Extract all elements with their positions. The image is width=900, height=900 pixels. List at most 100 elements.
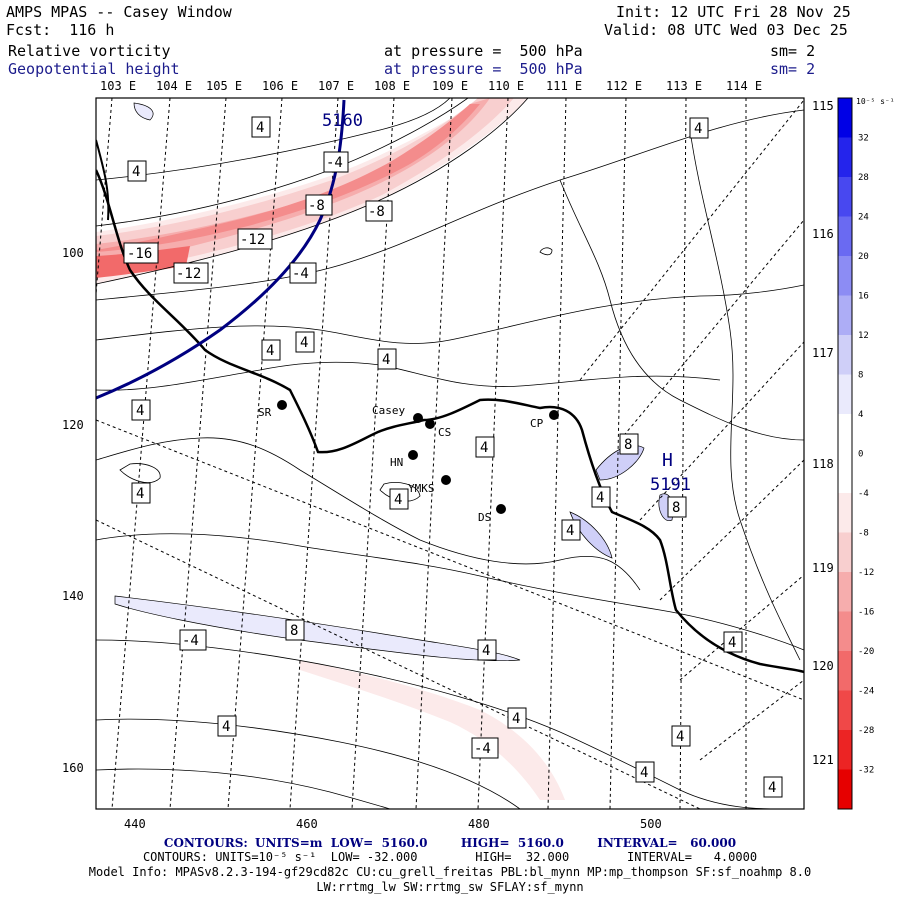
vort-label-box: 8 — [619, 433, 639, 455]
colorbar-tick: -24 — [858, 687, 874, 697]
vort-label-box: 4 — [475, 436, 495, 458]
x-tick: 440 — [124, 817, 146, 831]
svg-text:4: 4 — [728, 635, 736, 651]
svg-text:-8: -8 — [308, 198, 325, 214]
meridian-lines — [96, 98, 747, 809]
longitude-labels: 103 E 104 E 105 E 106 E 107 E 108 E 109 … — [100, 79, 762, 93]
svg-text:4: 4 — [640, 765, 648, 781]
x-tick: 500 — [640, 817, 662, 831]
colorbar: 10⁻⁵ s⁻¹ 32 28 24 20 16 12 8 4 0 -4 -8 -12 -16 -20 -24… — [837, 97, 895, 810]
colorbar-tick: 0 — [858, 450, 863, 460]
vort-label-box: -12 — [237, 228, 273, 250]
vort-label-box: 4 — [131, 482, 151, 504]
svg-text:4: 4 — [480, 440, 488, 456]
field1-smoothing: sm= 2 — [770, 42, 816, 60]
field2-smoothing: sm= 2 — [770, 60, 816, 78]
vort-label-box: 4 — [507, 707, 527, 729]
lon-label: 109 E — [432, 79, 468, 93]
svg-text:-8: -8 — [368, 204, 385, 220]
colorbar-swatch — [838, 256, 852, 296]
vorticity-shading-south — [300, 660, 565, 800]
colorbar-swatch — [838, 730, 852, 770]
colorbar-swatch — [838, 611, 852, 651]
station-label: YMKS — [408, 482, 435, 495]
station-label: SR — [258, 406, 272, 419]
vort-label-box: 4 — [251, 116, 271, 138]
colorbar-swatch — [838, 335, 852, 375]
colorbar-tick: -12 — [858, 568, 874, 578]
field1-name: Relative vorticity — [8, 42, 171, 60]
svg-text:4: 4 — [136, 486, 144, 502]
station-label: CP — [530, 417, 544, 430]
vort-label-box: 4 — [127, 160, 147, 182]
high-marker: H — [662, 450, 673, 471]
colorbar-swatch — [838, 414, 852, 454]
height-contour-label: 5160 — [322, 111, 363, 131]
vort-label-box: 8 — [667, 496, 687, 518]
stations: SR Casey CS HN YMKS DS CP — [258, 400, 559, 524]
colorbar-tick: 24 — [858, 213, 869, 223]
vort-label-box: 4 — [591, 486, 611, 508]
colorbar-swatch — [838, 690, 852, 730]
svg-text:4: 4 — [676, 729, 684, 745]
forecast-hour: Fcst: 116 h — [6, 21, 115, 39]
colorbar-tick: 32 — [858, 134, 869, 144]
svg-text:4: 4 — [132, 164, 140, 180]
lon-label: 106 E — [262, 79, 298, 93]
station-label: DS — [478, 511, 491, 524]
vort-label-box: 4 — [261, 339, 281, 361]
vort-label-box: 4 — [561, 519, 581, 541]
lon-label: 113 E — [666, 79, 702, 93]
vort-label-box: 4 — [377, 348, 397, 370]
footer-model-info: Model Info: MPASv8.2.3-194-gf29cd82c CU:… — [88, 865, 812, 879]
svg-text:4: 4 — [136, 403, 144, 419]
colorbar-swatch — [838, 493, 852, 533]
colorbar-tick: 20 — [858, 252, 869, 262]
colorbar-tick: 28 — [858, 173, 869, 183]
colorbar-tick: -4 — [858, 489, 869, 499]
parallel-lines — [96, 99, 804, 809]
station-marker — [408, 450, 418, 460]
vort-label-box: -4 — [471, 737, 499, 759]
footer-contours-label: CONTOURS: — [142, 850, 208, 864]
colorbar-swatch — [838, 216, 852, 256]
svg-text:8: 8 — [624, 437, 632, 453]
svg-text:8: 8 — [290, 623, 298, 639]
colorbar-swatch — [838, 651, 852, 691]
colorbar-swatch — [838, 532, 852, 572]
svg-text:4: 4 — [382, 352, 390, 368]
station-label: CS — [438, 426, 451, 439]
colorbar-tick: -32 — [858, 766, 874, 776]
vorticity-contours — [96, 98, 804, 809]
colorbar-swatch — [838, 137, 852, 177]
vort-label-box: -8 — [365, 200, 393, 222]
svg-text:4: 4 — [394, 492, 402, 508]
colorbar-tick: 16 — [858, 292, 869, 302]
svg-text:-16: -16 — [127, 246, 152, 262]
svg-text:4: 4 — [566, 523, 574, 539]
vort-label-box: 4 — [635, 761, 655, 783]
station-label: Casey — [372, 404, 405, 417]
lon-label: 111 E — [546, 79, 582, 93]
field2-name: Geopotential height — [8, 60, 180, 78]
colorbar-frame — [837, 97, 853, 810]
y-axis-ticks: 100 120 140 160 — [62, 246, 84, 775]
vort-label-box: 4 — [295, 331, 315, 353]
vort-label-box: -4 — [323, 151, 349, 173]
lon-label: 103 E — [100, 79, 136, 93]
y-tick: 140 — [62, 589, 84, 603]
colorbar-swatch — [838, 177, 852, 217]
high-value: 5191 — [650, 475, 691, 495]
svg-text:4: 4 — [596, 490, 604, 506]
colorbar-swatch — [838, 572, 852, 612]
plot-frame — [95, 97, 805, 810]
footer-height-info: UNITS=m LOW= 5160.0 HIGH= 5160.0 INTERVA… — [255, 836, 737, 850]
colorbar-swatch — [838, 295, 852, 335]
field1-level: at pressure = 500 hPa — [384, 42, 583, 60]
svg-text:4: 4 — [482, 643, 490, 659]
y-tick: 120 — [62, 418, 84, 432]
vort-label-box: 4 — [389, 488, 409, 510]
colorbar-swatch — [838, 769, 852, 809]
vorticity-label-group: 4 4 4 -4 -8 -8 -12 -16 -12 -4 4 4 4 4 4 … — [123, 116, 783, 798]
chart-title: AMPS MPAS -- Casey Window — [6, 3, 232, 21]
